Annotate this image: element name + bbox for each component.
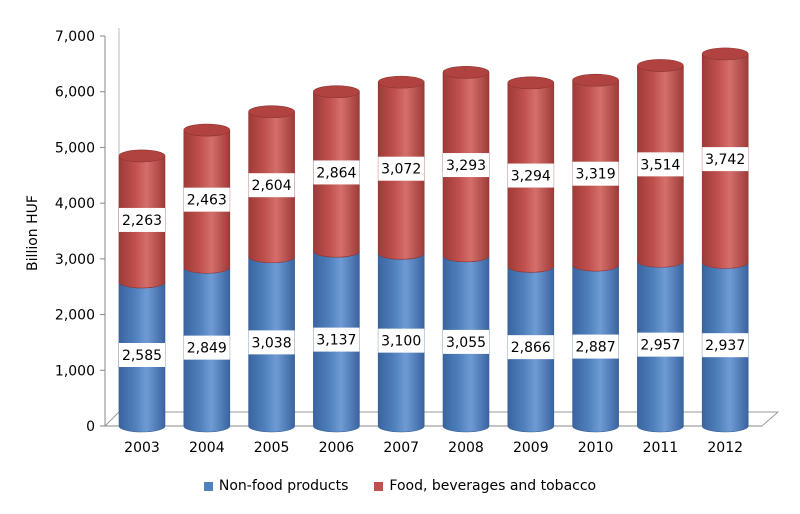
data-label-2006-food: 2,864 [313,160,360,185]
x-tick-label: 2010 [578,440,614,456]
legend-swatch-food [374,481,384,491]
data-label-2012-food-bg [702,147,749,172]
data-label-2006-non-food: 3,137 [313,327,360,352]
data-label-2010-non-food: 2,887 [572,334,619,359]
x-tick-label: 2004 [189,440,225,456]
chart-legend: Non-food products Food, beverages and to… [0,478,800,494]
data-label-2009-food-bg [507,163,554,188]
data-label-2006-non-food-text: 3,137 [316,333,356,349]
x-tick-label: 2012 [707,440,743,456]
data-label-2003-non-food-text: 2,585 [122,348,162,364]
bar-2011-food-top [637,59,684,72]
data-label-2011-food-bg [637,152,684,177]
y-tick-label: 5,000 [55,140,95,156]
chart-data-labels: 2,585 2,263 2,849 2,463 3,038 2,604 3,137 2,864… [119,147,749,367]
data-label-2009-non-food: 2,866 [507,335,554,360]
x-tick-label: 2008 [448,440,484,456]
y-tick-label: 2,000 [55,308,95,324]
y-tick-label: 7,000 [55,29,95,45]
data-label-2011-non-food-text: 2,957 [640,338,680,354]
data-label-2012-food: 3,742 [702,147,749,172]
data-label-2010-food-bg [572,161,619,186]
data-label-2005-food-bg [248,173,295,198]
data-label-2004-food-bg [183,187,230,212]
data-label-2012-non-food: 2,937 [702,333,749,358]
x-tick-label: 2003 [124,440,160,456]
data-label-2009-non-food-text: 2,866 [511,340,551,356]
bar-2009-food-top [507,76,555,90]
bar-2005-food-top [248,105,295,118]
data-label-2010-food: 3,319 [572,161,619,186]
data-label-2003-non-food-bg [119,342,165,367]
data-label-2011-non-food-bg [637,332,684,357]
legend-label-food: Food, beverages and tobacco [389,478,597,494]
bar-2007-food-top [377,75,425,89]
data-label-2010-non-food-bg [572,334,619,359]
x-tick-label: 2007 [383,440,419,456]
data-label-2008-non-food-text: 3,055 [446,335,486,351]
data-label-2003-non-food: 2,585 [119,342,165,367]
data-label-2012-non-food-bg [702,333,749,358]
bar-2012-food-top [701,47,749,61]
bar-2008-food-top [442,66,490,79]
data-label-2007-food-bg [378,156,425,181]
x-tick-label: 2005 [254,440,290,456]
data-label-2004-non-food-bg [183,335,230,360]
data-label-2003-food: 2,263 [119,207,165,232]
y-tick-label: 6,000 [55,85,95,101]
data-label-2011-food: 3,514 [637,152,684,177]
data-label-2011-food-text: 3,514 [640,157,680,173]
data-label-2012-food-text: 3,742 [705,152,745,168]
data-label-2008-non-food: 3,055 [443,329,489,354]
data-label-2005-non-food-bg [248,330,295,355]
data-label-2008-food-text: 3,293 [446,158,486,174]
data-label-2011-non-food: 2,957 [637,332,684,357]
x-tick-label: 2011 [643,440,679,456]
data-label-2005-food: 2,604 [248,173,295,198]
y-tick-label: 3,000 [55,252,95,268]
data-label-2006-food-bg [313,160,360,185]
data-label-2007-food-text: 3,072 [381,162,421,178]
data-label-2008-non-food-bg [443,329,489,354]
data-label-2007-non-food: 3,100 [378,328,425,353]
data-label-2007-food: 3,072 [378,156,425,181]
bar-2003-food-top [118,149,166,163]
legend-label-non-food: Non-food products [218,478,349,494]
data-label-2005-food-text: 2,604 [252,178,292,194]
x-tick-label: 2009 [513,440,549,456]
y-axis-label: Billion HUF [25,195,41,271]
data-label-2004-non-food-text: 2,849 [187,341,227,357]
data-label-2009-food-text: 3,294 [511,169,551,185]
chart-bars [118,47,749,433]
data-label-2006-food-text: 2,864 [316,165,356,181]
bar-2010-food-top [572,73,619,87]
data-label-2010-food-text: 3,319 [576,167,616,183]
data-label-2004-food: 2,463 [183,187,230,212]
data-label-2004-non-food: 2,849 [183,335,230,360]
legend-swatch-non-food [203,481,213,491]
data-label-2010-non-food-text: 2,887 [576,340,616,356]
data-label-2003-food-bg [119,207,165,232]
data-label-2008-food-bg [443,153,489,178]
data-label-2012-non-food-text: 2,937 [705,338,745,354]
data-label-2004-food-text: 2,463 [187,193,227,209]
data-label-2007-non-food-bg [378,328,425,353]
data-label-2003-food-text: 2,263 [122,213,162,229]
y-tick-label: 1,000 [55,363,95,379]
data-label-2009-non-food-bg [507,335,554,360]
data-label-2005-non-food: 3,038 [248,330,295,355]
data-label-2006-non-food-bg [313,327,360,352]
legend-item-food: Food, beverages and tobacco [374,478,596,494]
data-label-2009-food: 3,294 [507,163,554,188]
y-tick-label: 0 [86,419,95,435]
legend-item-non-food: Non-food products [203,478,349,494]
y-tick-label: 4,000 [55,196,95,212]
bar-2004-food-top [183,123,231,137]
data-label-2007-non-food-text: 3,100 [381,334,421,350]
data-label-2008-food: 3,293 [443,153,489,178]
data-label-2005-non-food-text: 3,038 [252,335,292,351]
bar-2006-food-top [313,85,360,98]
x-tick-label: 2006 [319,440,355,456]
